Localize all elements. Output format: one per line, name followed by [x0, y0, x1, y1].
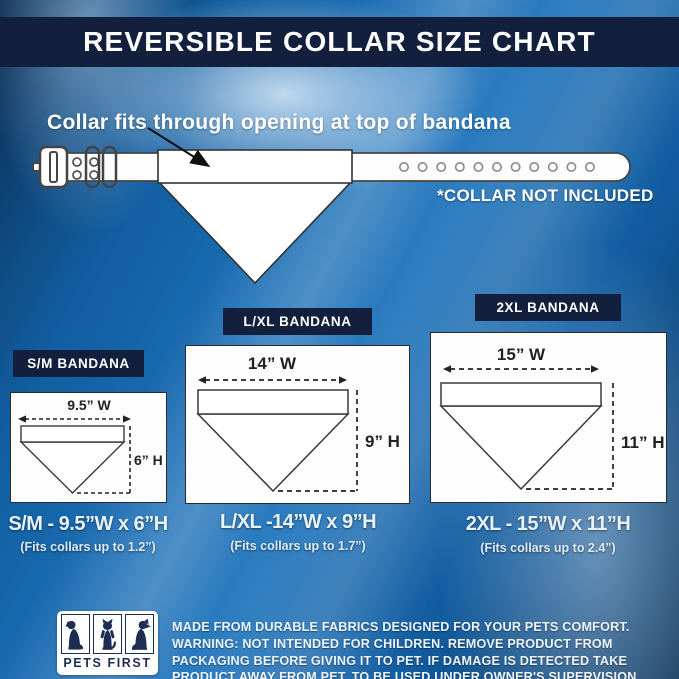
size-card-lxl: 14” W 9” H: [185, 345, 410, 504]
warning-line: MADE FROM DURABLE FABRICS DESIGNED FOR Y…: [172, 620, 630, 634]
lxl-width-label: 14” W: [247, 354, 297, 373]
lxl-diagram: [196, 376, 358, 493]
2xl-height-label: 11” H: [621, 433, 665, 452]
brand-name: PETS FIRST: [63, 656, 152, 670]
strap-holes: [398, 161, 595, 172]
pointer-arrow: [147, 127, 211, 168]
collar-bandana-illustration: [32, 127, 631, 285]
warning-line: PRODUCT AWAY FROM PET. TO BE USED UNDER …: [172, 670, 641, 679]
sm-height-label: 6” H: [134, 452, 163, 468]
collar-not-included-note: *COLLAR NOT INCLUDED: [437, 186, 654, 205]
2xl-width-label: 15” W: [496, 345, 546, 364]
sm-diagram: [18, 415, 131, 494]
bandana-triangle: [157, 181, 353, 285]
size-badge-lxl: L/XL BANDANA: [223, 308, 372, 335]
keeper-loop: [84, 145, 101, 189]
lxl-fits-text: (Fits collars up to 1.7”): [230, 539, 366, 553]
lxl-height-label: 9” H: [365, 432, 400, 451]
keeper-loop: [101, 145, 118, 189]
sm-fits-text: (Fits collars up to 1.2”): [20, 540, 156, 554]
size-card-sm: 9.5” W 6” H: [10, 392, 167, 503]
page-title: REVERSIBLE COLLAR SIZE CHART: [83, 26, 596, 57]
pets-first-logo: PETS FIRST: [57, 611, 158, 675]
warning-text: MADE FROM DURABLE FABRICS DESIGNED FOR Y…: [172, 619, 641, 679]
2xl-diagram: [439, 365, 614, 491]
2xl-size-text: 2XL - 15”W x 11”H: [465, 513, 631, 535]
sitting-dog-right-icon: [131, 618, 151, 650]
sm-size-text: S/M - 9.5”W x 6”H: [8, 513, 168, 535]
warning-line: PACKAGING BEFORE GIVING IT TO PET. IF DA…: [172, 653, 628, 668]
bandana-sleeve: [157, 149, 353, 184]
lxl-size-text: L/XL -14”W x 9”H: [219, 511, 377, 533]
size-badge-sm: S/M BANDANA: [13, 350, 144, 377]
title-banner: REVERSIBLE COLLAR SIZE CHART: [0, 17, 679, 67]
collar-caption: Collar fits through opening at top of ba…: [47, 111, 511, 134]
sm-width-label: 9.5” W: [67, 397, 111, 413]
size-badge-2xl: 2XL BANDANA: [475, 294, 621, 321]
size-card-2xl: 15” W 11” H: [430, 332, 667, 503]
2xl-fits-text: (Fits collars up to 2.4”): [480, 541, 616, 555]
warning-line: WARNING: NOT INTENDED FOR CHILDREN. REMO…: [172, 636, 613, 651]
sitting-dog-icon: [65, 620, 84, 650]
begging-cat-icon: [100, 618, 116, 650]
